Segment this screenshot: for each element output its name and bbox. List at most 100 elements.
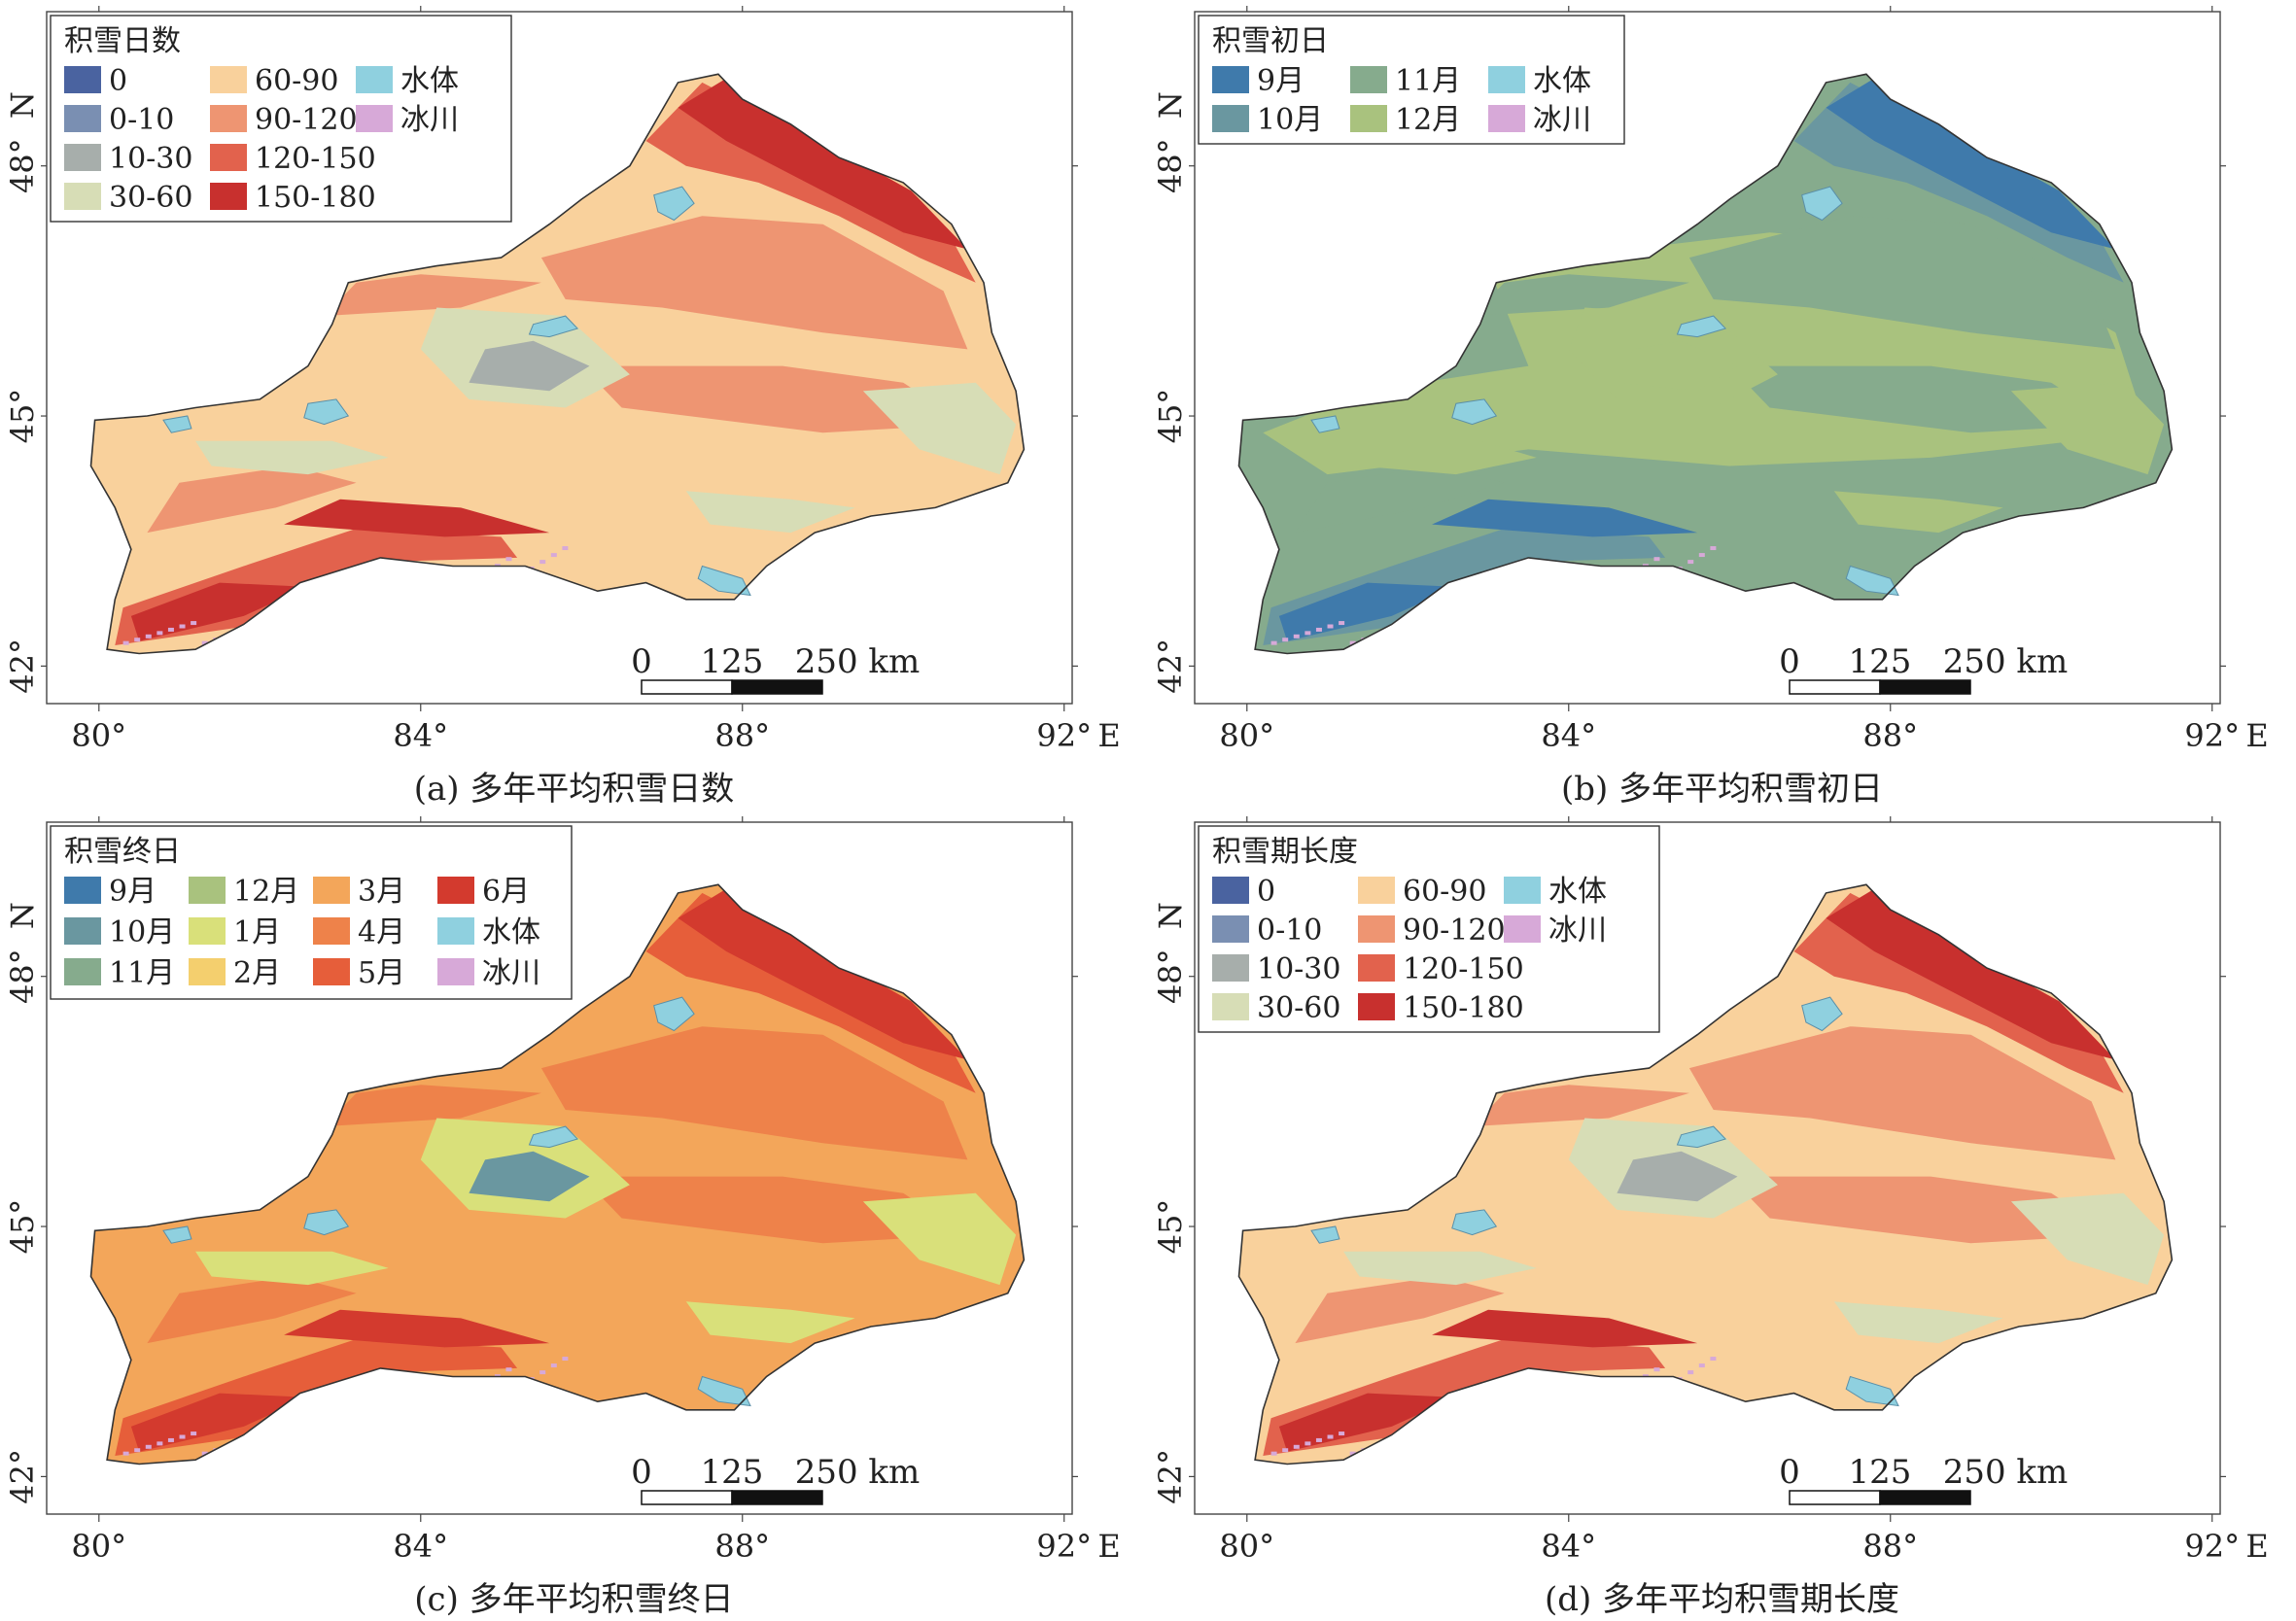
region-outline <box>1237 883 2174 1466</box>
legend-label: 11月 <box>109 956 175 990</box>
legend-swatch <box>1504 915 1541 943</box>
lon-tick-label: 80° <box>1219 1528 1274 1565</box>
class-region <box>1295 466 1505 534</box>
lon-tick-label: 92° <box>2184 717 2240 754</box>
class-region <box>147 1276 357 1344</box>
legend-swatch <box>64 105 101 132</box>
lat-unit: N <box>4 91 41 119</box>
legend-label: 9月 <box>1257 64 1305 98</box>
legend-label: 10月 <box>1257 103 1323 137</box>
scale-bar-label: 0 <box>1779 1453 1800 1492</box>
legend-swatch <box>210 144 247 171</box>
lake <box>697 1375 751 1407</box>
glacier-pixel <box>1653 1367 1660 1372</box>
legend-swatch <box>1358 915 1395 943</box>
class-region <box>1826 78 2116 250</box>
lat-tick-label: 48° <box>4 138 41 193</box>
legend-swatch <box>64 144 101 171</box>
map-panel: 80° 84° 88° 92° E 42° 45° 48° N 0 125 250 km 积雪初日 9月 1… <box>1148 0 2296 810</box>
legend-title: 积雪终日 <box>64 835 181 869</box>
scale-bar: 0 125 250 km <box>1779 642 2068 695</box>
legend-label: 120-150 <box>1403 952 1524 986</box>
map-svg: 80° 84° 88° 92° E42°45°48°N0 125 250 km积雪期长度00… <box>1152 816 2269 1565</box>
glacier-pixel <box>1293 634 1300 638</box>
glacier-pixel <box>505 1367 512 1372</box>
class-region <box>130 582 308 641</box>
legend-label: 2月 <box>233 956 281 990</box>
glacier-pixel <box>1653 557 1660 562</box>
map-svg: 80° 84° 88° 92° E 42° 45° 48° N 0 125 250 km 积雪终日 9月 1… <box>4 816 1121 1565</box>
lat-tick-label: 45° <box>4 389 41 444</box>
legend-label: 4月 <box>358 915 405 949</box>
class-region <box>1278 1393 1456 1452</box>
legend-label: 3月 <box>358 875 405 909</box>
legend-label: 150-180 <box>1403 991 1524 1025</box>
glacier-pixel <box>562 546 569 551</box>
class-region <box>1833 491 2003 534</box>
class-region <box>1472 274 1689 317</box>
class-region <box>1617 1151 1738 1202</box>
glacier-pixel <box>1315 1437 1322 1442</box>
lat-tick-label: 42° <box>4 1449 41 1504</box>
scale-bar-label: 0 <box>631 642 652 681</box>
legend-label: 水体 <box>1548 875 1607 909</box>
legend-swatch <box>1212 954 1249 982</box>
glacier-pixel <box>1327 624 1334 629</box>
legend-label: 9月 <box>109 875 157 909</box>
legend-swatch <box>64 917 101 945</box>
legend-swatch <box>1350 66 1387 93</box>
legend-swatch <box>1358 954 1395 982</box>
class-region <box>469 1151 590 1202</box>
legend-swatch <box>1212 915 1249 943</box>
scale-bar-label: 250 km <box>1943 1453 2069 1492</box>
legend-label: 5月 <box>358 956 405 990</box>
legend-label: 水体 <box>1533 64 1591 98</box>
legend-label: 冰川 <box>1533 103 1591 137</box>
glacier-pixel <box>134 1448 141 1453</box>
class-region <box>1688 1026 2116 1160</box>
legend-label: 水体 <box>400 64 459 98</box>
legend-swatch <box>1358 877 1395 904</box>
scale-bar-label: 250 km <box>795 1453 921 1492</box>
scale-bar-label: 0 <box>1779 642 1800 681</box>
class-region <box>147 466 357 534</box>
glacier-pixel <box>562 1357 569 1362</box>
class-region <box>1729 365 2116 433</box>
lake <box>697 565 751 597</box>
legend-label: 30-60 <box>109 181 192 215</box>
glacier-pixel <box>1710 546 1717 551</box>
legend-swatch <box>210 183 247 210</box>
lat-tick-label: 45° <box>4 1199 41 1255</box>
class-region <box>581 1176 968 1244</box>
glacier-pixel <box>1282 638 1289 642</box>
scale-bar-label: 250 km <box>795 642 921 681</box>
legend-label: 0 <box>1257 875 1275 909</box>
class-region <box>195 1251 389 1286</box>
lake <box>303 398 350 426</box>
region-outline <box>89 73 1026 655</box>
map-panel: 80° 84° 88° 92° E 42° 45° 48° N 0 125 250 km 积雪期长度 0 0… <box>1148 810 2296 1621</box>
class-region <box>862 382 1017 475</box>
lake <box>528 315 579 338</box>
legend-swatch <box>313 917 350 945</box>
legend-label: 90-120 <box>255 103 358 137</box>
lat-tick-label: 48° <box>4 948 41 1004</box>
legend-swatch <box>189 917 226 945</box>
legend-swatch <box>1212 105 1249 132</box>
legend: 积雪期长度 0 0-10 10-30 30-60 60-90 90-120 120-150 15… <box>1198 825 1660 1033</box>
lon-tick-label: 80° <box>71 717 126 754</box>
legend-swatch <box>64 958 101 985</box>
glacier-pixel <box>1327 1434 1334 1439</box>
legend-label: 冰川 <box>482 956 540 990</box>
lon-tick-label: 88° <box>1862 717 1918 754</box>
legend-label: 冰川 <box>1548 914 1607 948</box>
lake <box>162 415 192 433</box>
glacier-pixel <box>191 1431 197 1436</box>
lat-tick-label: 45° <box>1152 1199 1189 1255</box>
class-region <box>195 440 389 475</box>
legend-swatch <box>64 66 101 93</box>
class-region <box>678 888 968 1060</box>
region-outline <box>89 883 1026 1466</box>
